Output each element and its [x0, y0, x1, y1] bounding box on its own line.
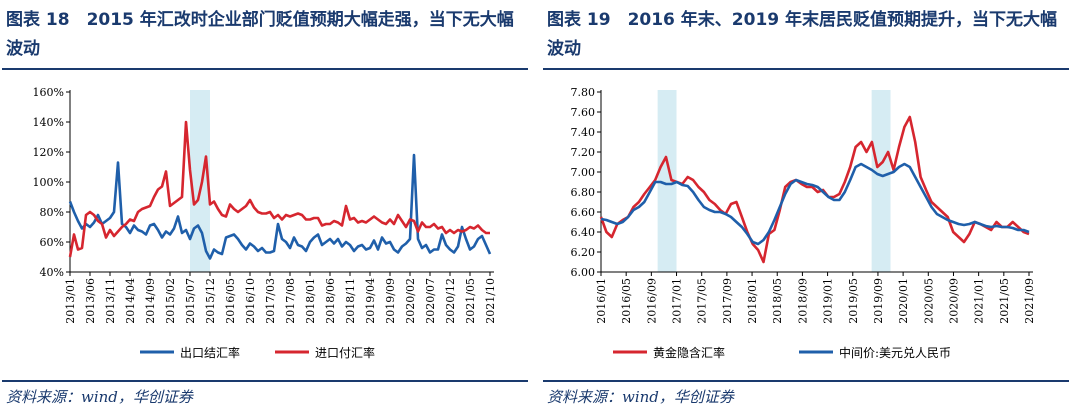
x-tick-label: 2016/09: [645, 278, 658, 324]
series-line-0: [599, 115, 1030, 264]
source-divider: [2, 380, 528, 382]
x-tick-label: 2018/01: [746, 278, 759, 324]
source-note: 资料来源：wind，华创证券: [6, 388, 193, 406]
y-tick-label: 7.00: [571, 166, 596, 179]
x-tick-label: 2017/05: [696, 278, 709, 324]
x-tick-label: 2016/05: [224, 278, 237, 324]
x-tick-label: 2018/06: [324, 278, 337, 324]
x-tick-label: 2017/09: [721, 278, 734, 324]
y-tick-label: 80%: [40, 206, 64, 219]
title-divider: [543, 68, 1069, 70]
y-tick-label: 140%: [33, 116, 64, 129]
x-tick-label: 2021/01: [973, 278, 986, 324]
right-panel: 图表 19 2016 年末、2019 年末居民贬值预期提升，当下无大幅波动 6.…: [541, 0, 1071, 420]
x-tick-label: 2014/04: [124, 278, 137, 324]
x-tick-label: 2019/09: [384, 278, 397, 324]
y-tick-label: 6.60: [571, 206, 596, 219]
shaded-period-1: [871, 90, 891, 272]
legend-label: 进口付汇率: [315, 345, 375, 360]
line-chart-fx-settlement: 40% 60% 80% 100% 120% 140% 160% 2013/01 2013/06 2…: [33, 86, 497, 360]
x-tick-label: 2019/05: [847, 278, 860, 324]
x-tick-label: 2016/05: [620, 278, 633, 324]
series-line-1: [600, 162, 1030, 246]
x-tick-label: 2018/01: [304, 278, 317, 324]
source-divider: [543, 380, 1069, 382]
y-tick-label: 7.80: [571, 86, 596, 99]
x-tick-label: 2016/10: [244, 278, 257, 324]
x-tick-label: 2021/05: [998, 278, 1011, 324]
x-tick-label: 2017/08: [284, 278, 297, 324]
series-line-1: [68, 120, 490, 258]
chart-title: 图表 19 2016 年末、2019 年末居民贬值预期提升，当下无大幅波动: [547, 10, 1058, 59]
y-tick-label: 7.60: [571, 106, 596, 119]
x-tick-label: 2018/09: [796, 278, 809, 324]
x-tick-label: 2021/09: [1023, 278, 1036, 324]
y-tick-label: 160%: [33, 86, 64, 99]
y-tick-label: 7.40: [571, 126, 596, 139]
x-tick-label: 2015/12: [204, 278, 217, 324]
x-tick-label: 2020/09: [947, 278, 960, 324]
y-tick-label: 100%: [33, 176, 64, 189]
x-tick-label: 2013/06: [84, 278, 97, 324]
title-divider: [2, 68, 528, 70]
x-tick-label: 2019/04: [364, 278, 377, 324]
x-tick-label: 2015/07: [184, 278, 197, 324]
shaded-period-0: [657, 90, 677, 272]
x-tick-label: 2018/05: [771, 278, 784, 324]
x-tick-label: 2017/01: [671, 278, 684, 324]
y-tick-label: 6.80: [571, 186, 596, 199]
x-tick-label: 2020/01: [897, 278, 910, 324]
source-note: 资料来源：wind，华创证券: [547, 388, 734, 406]
x-tick-label: 2015/02: [164, 278, 177, 324]
x-tick-label: 2020/12: [444, 278, 457, 324]
x-tick-label: 2014/09: [144, 278, 157, 324]
y-tick-label: 60%: [40, 236, 64, 249]
x-tick-label: 2013/01: [64, 278, 77, 324]
x-tick-label: 2020/05: [922, 278, 935, 324]
x-tick-label: 2020/07: [424, 278, 437, 324]
chart-title: 图表 18 2015 年汇改时企业部门贬值预期大幅走强，当下无大幅波动: [6, 10, 514, 59]
line-chart-implied-fx: 6.00 6.20 6.40 6.60 6.80 7.00 7.20 7.40 7.60 7.80…: [571, 86, 1037, 360]
left-panel: 图表 18 2015 年汇改时企业部门贬值预期大幅走强，当下无大幅波动 40% 6…: [0, 0, 530, 420]
x-tick-label: 2018/11: [344, 278, 357, 324]
y-tick-label: 40%: [40, 266, 64, 279]
x-tick-label: 2019/09: [872, 278, 885, 324]
x-tick-label: 2021/10: [484, 278, 497, 324]
y-tick-label: 120%: [33, 146, 64, 159]
x-tick-label: 2019/01: [822, 278, 835, 324]
series-line-0: [68, 153, 492, 260]
y-tick-label: 6.20: [571, 246, 596, 259]
x-tick-label: 2021/05: [464, 278, 477, 324]
x-tick-label: 2013/11: [104, 278, 117, 324]
y-tick-label: 7.20: [571, 146, 596, 159]
legend-label: 中间价:美元兑人民币: [839, 345, 951, 360]
legend-label: 出口结汇率: [180, 345, 240, 360]
y-tick-label: 6.40: [571, 226, 596, 239]
legend-label: 黄金隐含汇率: [653, 345, 725, 360]
x-tick-label: 2017/03: [264, 278, 277, 324]
y-tick-label: 6.00: [571, 266, 596, 279]
x-tick-label: 2020/02: [404, 278, 417, 324]
x-tick-label: 2016/01: [595, 278, 608, 324]
